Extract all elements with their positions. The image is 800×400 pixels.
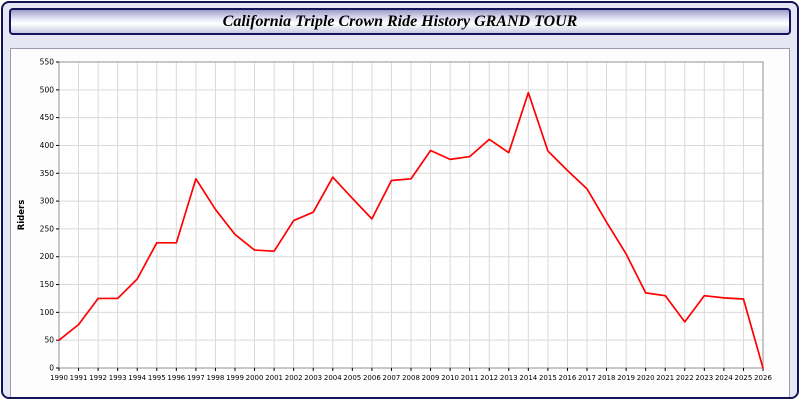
- svg-text:250: 250: [40, 224, 55, 233]
- svg-text:100: 100: [40, 308, 55, 317]
- svg-text:2000: 2000: [246, 374, 264, 382]
- svg-text:2018: 2018: [598, 374, 616, 382]
- svg-text:1993: 1993: [109, 374, 127, 382]
- svg-text:2026: 2026: [754, 374, 772, 382]
- page-title: California Triple Crown Ride History GRA…: [222, 12, 578, 30]
- svg-text:2006: 2006: [363, 374, 381, 382]
- svg-text:2019: 2019: [617, 374, 635, 382]
- svg-text:2009: 2009: [422, 374, 440, 382]
- svg-text:2020: 2020: [637, 374, 655, 382]
- svg-text:2008: 2008: [402, 374, 420, 382]
- svg-text:2025: 2025: [735, 374, 753, 382]
- svg-text:2003: 2003: [304, 374, 322, 382]
- svg-text:1990: 1990: [50, 374, 68, 382]
- svg-text:2023: 2023: [695, 374, 713, 382]
- svg-text:450: 450: [40, 113, 55, 122]
- svg-text:1999: 1999: [226, 374, 244, 382]
- svg-text:2022: 2022: [676, 374, 694, 382]
- svg-text:1997: 1997: [187, 374, 205, 382]
- svg-text:1995: 1995: [148, 374, 166, 382]
- svg-text:1994: 1994: [128, 374, 146, 382]
- svg-text:1991: 1991: [70, 374, 88, 382]
- svg-text:2021: 2021: [656, 374, 674, 382]
- chart-panel: 0 50 100 150 200 250 300 350 400 450 500 550 1990 199…: [10, 48, 790, 397]
- svg-text:2016: 2016: [559, 374, 577, 382]
- svg-text:500: 500: [40, 85, 55, 94]
- svg-text:1998: 1998: [207, 374, 225, 382]
- svg-text:1992: 1992: [89, 374, 107, 382]
- chart-title-bar: California Triple Crown Ride History GRA…: [9, 8, 791, 35]
- svg-text:1996: 1996: [167, 374, 185, 382]
- svg-text:2012: 2012: [480, 374, 498, 382]
- svg-text:2011: 2011: [461, 374, 479, 382]
- svg-text:150: 150: [40, 280, 55, 289]
- svg-text:2007: 2007: [383, 374, 401, 382]
- svg-text:Riders: Riders: [17, 200, 27, 231]
- svg-text:2004: 2004: [324, 374, 342, 382]
- svg-text:2024: 2024: [715, 374, 733, 382]
- svg-text:2013: 2013: [500, 374, 518, 382]
- svg-text:350: 350: [40, 169, 55, 178]
- svg-text:2005: 2005: [343, 374, 361, 382]
- svg-text:2017: 2017: [578, 374, 596, 382]
- svg-text:0: 0: [49, 364, 54, 373]
- svg-text:550: 550: [40, 58, 55, 67]
- svg-text:2015: 2015: [539, 374, 557, 382]
- svg-text:200: 200: [40, 252, 55, 261]
- svg-text:2010: 2010: [441, 374, 459, 382]
- svg-text:300: 300: [40, 197, 55, 206]
- svg-text:2002: 2002: [285, 374, 303, 382]
- svg-text:2001: 2001: [265, 374, 283, 382]
- svg-text:50: 50: [44, 336, 54, 345]
- svg-text:2014: 2014: [519, 374, 537, 382]
- svg-text:400: 400: [40, 141, 55, 150]
